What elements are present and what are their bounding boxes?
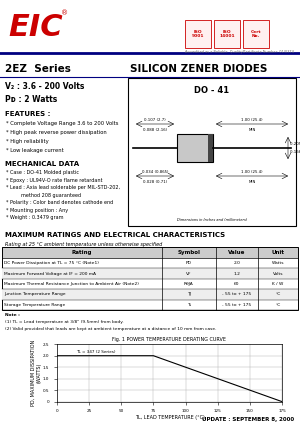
Text: Volts: Volts bbox=[273, 272, 283, 275]
Text: 0.205 (5.2): 0.205 (5.2) bbox=[290, 142, 300, 146]
Bar bbox=[185, 20, 211, 48]
Text: K / W: K / W bbox=[272, 282, 284, 286]
Text: 1.00 (25.4): 1.00 (25.4) bbox=[241, 170, 263, 174]
Bar bbox=[2, 247, 298, 310]
Text: PD: PD bbox=[186, 261, 192, 265]
Text: MAXIMUM RATINGS AND ELECTRICAL CHARACTERISTICS: MAXIMUM RATINGS AND ELECTRICAL CHARACTER… bbox=[5, 232, 225, 238]
Bar bbox=[243, 20, 269, 48]
Text: Value: Value bbox=[228, 250, 246, 255]
Text: DO - 41: DO - 41 bbox=[194, 86, 230, 95]
Text: Ts: Ts bbox=[187, 303, 191, 307]
Bar bbox=[177, 134, 213, 162]
Text: FEATURES :: FEATURES : bbox=[5, 111, 50, 117]
Text: ISO
14001: ISO 14001 bbox=[219, 30, 235, 38]
Text: * Case : DO-41 Molded plastic: * Case : DO-41 Molded plastic bbox=[6, 170, 79, 175]
Bar bbox=[2, 289, 298, 300]
Text: DC Power Dissipation at TL = 75 °C (Note1): DC Power Dissipation at TL = 75 °C (Note… bbox=[4, 261, 99, 265]
Text: * Polarity : Color band denotes cathode end: * Polarity : Color band denotes cathode … bbox=[6, 200, 113, 205]
Text: * Low leakage current: * Low leakage current bbox=[6, 148, 64, 153]
Text: 0.166 (4.2): 0.166 (4.2) bbox=[290, 150, 300, 154]
Text: MIN: MIN bbox=[248, 180, 256, 184]
Text: 2.0: 2.0 bbox=[234, 261, 240, 265]
Text: TJ: TJ bbox=[187, 292, 191, 296]
Text: Cert
No.: Cert No. bbox=[251, 30, 261, 38]
Text: Storage Temperature Range: Storage Temperature Range bbox=[4, 303, 65, 307]
Text: °C: °C bbox=[275, 303, 281, 307]
Text: 60: 60 bbox=[234, 282, 240, 286]
Bar bbox=[2, 269, 298, 279]
Text: (2) Valid provided that leads are kept at ambient temperature at a distance of 1: (2) Valid provided that leads are kept a… bbox=[5, 327, 217, 331]
Bar bbox=[208, 134, 213, 162]
Text: Note :: Note : bbox=[5, 313, 20, 317]
Text: V₂ : 3.6 - 200 Volts: V₂ : 3.6 - 200 Volts bbox=[5, 82, 84, 91]
Text: 2EZ  Series: 2EZ Series bbox=[5, 64, 71, 74]
Bar bbox=[214, 20, 240, 48]
Text: Unit: Unit bbox=[272, 250, 284, 255]
Text: ISO
9001: ISO 9001 bbox=[192, 30, 204, 38]
Y-axis label: PD, MAXIMUM DISSIPATION
(WATTS): PD, MAXIMUM DISSIPATION (WATTS) bbox=[31, 340, 41, 406]
Text: ®: ® bbox=[61, 10, 68, 16]
Text: Rating: Rating bbox=[72, 250, 92, 255]
Text: Maximum Forward Voltage at IF = 200 mA: Maximum Forward Voltage at IF = 200 mA bbox=[4, 272, 96, 275]
Text: MECHANICAL DATA: MECHANICAL DATA bbox=[5, 161, 79, 167]
Text: Watts: Watts bbox=[272, 261, 284, 265]
Text: * Mounting position : Any: * Mounting position : Any bbox=[6, 207, 68, 212]
Text: * Weight : 0.3479 gram: * Weight : 0.3479 gram bbox=[6, 215, 64, 220]
X-axis label: TL, LEAD TEMPERATURE (°C): TL, LEAD TEMPERATURE (°C) bbox=[135, 415, 204, 419]
Text: 0.034 (0.865): 0.034 (0.865) bbox=[142, 170, 168, 174]
Text: - 55 to + 175: - 55 to + 175 bbox=[222, 292, 252, 296]
Text: °C: °C bbox=[275, 292, 281, 296]
Text: 0.088 (2.16): 0.088 (2.16) bbox=[143, 128, 167, 132]
Text: SILICON ZENER DIODES: SILICON ZENER DIODES bbox=[130, 64, 267, 74]
Text: TL = 347 (2 Series): TL = 347 (2 Series) bbox=[76, 351, 116, 354]
Text: Rating at 25 °C ambient temperature unless otherwise specified: Rating at 25 °C ambient temperature unle… bbox=[5, 242, 162, 247]
Bar bbox=[128, 78, 296, 226]
Bar bbox=[2, 247, 298, 258]
Text: 1.00 (25.4): 1.00 (25.4) bbox=[241, 118, 263, 122]
Text: VF: VF bbox=[186, 272, 192, 275]
Text: Certificate Number: 01/0374: Certificate Number: 01/0374 bbox=[243, 50, 294, 54]
Text: * High peak reverse power dissipation: * High peak reverse power dissipation bbox=[6, 130, 107, 135]
Text: 0.028 (0.71): 0.028 (0.71) bbox=[143, 180, 167, 184]
Text: 1.2: 1.2 bbox=[234, 272, 240, 275]
Text: 0.107 (2.7): 0.107 (2.7) bbox=[144, 118, 166, 122]
Text: * Epoxy : UL94V-O rate flame retardant: * Epoxy : UL94V-O rate flame retardant bbox=[6, 178, 103, 182]
Text: UPDATE : SEPTEMBER 8, 2000: UPDATE : SEPTEMBER 8, 2000 bbox=[202, 416, 294, 422]
Text: EIC: EIC bbox=[8, 13, 63, 42]
Text: Maximum Thermal Resistance Junction to Ambient Air (Note2): Maximum Thermal Resistance Junction to A… bbox=[4, 282, 139, 286]
Text: * High reliability: * High reliability bbox=[6, 139, 49, 144]
Text: MIN: MIN bbox=[248, 128, 256, 132]
Text: RθJA: RθJA bbox=[184, 282, 194, 286]
Text: Dimensions in Inches and (millimeters): Dimensions in Inches and (millimeters) bbox=[177, 218, 247, 222]
Text: method 208 guaranteed: method 208 guaranteed bbox=[6, 193, 81, 198]
Text: Fig. 1 POWER TEMPERATURE DERATING CURVE: Fig. 1 POWER TEMPERATURE DERATING CURVE bbox=[112, 337, 226, 342]
Text: Accredited as a Reliable  Quality(): Accredited as a Reliable Quality() bbox=[185, 50, 245, 54]
Text: - 55 to + 175: - 55 to + 175 bbox=[222, 303, 252, 307]
Text: Pᴅ : 2 Watts: Pᴅ : 2 Watts bbox=[5, 95, 57, 104]
Text: Symbol: Symbol bbox=[178, 250, 200, 255]
Text: (1) TL = Lead temperature at 3/8" (9.5mm) from body.: (1) TL = Lead temperature at 3/8" (9.5mm… bbox=[5, 320, 124, 324]
Text: * Complete Voltage Range 3.6 to 200 Volts: * Complete Voltage Range 3.6 to 200 Volt… bbox=[6, 121, 118, 126]
Text: * Lead : Axia lead solderable per MIL-STD-202,: * Lead : Axia lead solderable per MIL-ST… bbox=[6, 185, 120, 190]
Text: Junction Temperature Range: Junction Temperature Range bbox=[4, 292, 66, 296]
